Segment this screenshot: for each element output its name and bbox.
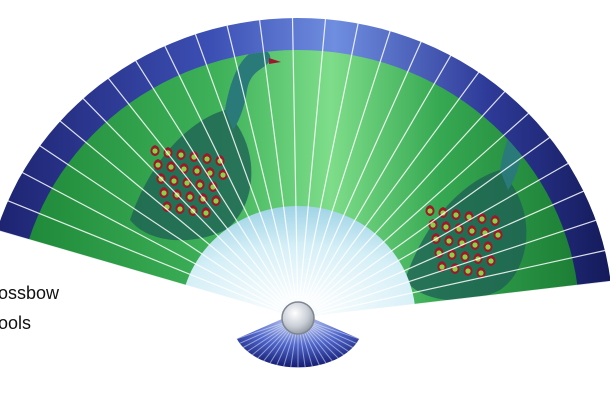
fan-rib [318, 280, 610, 317]
feather-eye-inner [427, 208, 433, 214]
feather-eye-inner [158, 176, 164, 182]
peacock-neck [225, 50, 271, 130]
feather-eye-inner [207, 170, 213, 176]
feather-eye-inner [220, 172, 226, 178]
fan-pivot [281, 301, 315, 335]
fan-rib [82, 98, 285, 304]
feather-eye-inner [466, 214, 472, 220]
feather-eye-inner [430, 222, 436, 228]
peacock-tail [130, 110, 252, 241]
fan-rib [316, 190, 584, 311]
fan-rib [317, 219, 596, 313]
feather-eye-inner [171, 178, 177, 184]
fan-rib [291, 17, 299, 299]
feather-eye-inner [204, 156, 210, 162]
feather-eye-inner [495, 232, 501, 238]
feather-eye-inner [456, 226, 462, 232]
fan-rib [307, 55, 452, 301]
feather-eye-inner [184, 180, 190, 186]
feather-eye-inner [478, 270, 484, 276]
fan-rib [315, 162, 569, 309]
feather-eye-inner [155, 162, 161, 168]
feather-eye-inner [161, 190, 167, 196]
peacock-figure [130, 50, 281, 241]
fan-rib [226, 25, 294, 299]
feather-eye-inner [152, 148, 158, 154]
feather-eye-inner [453, 212, 459, 218]
feather-eye-inner [492, 218, 498, 224]
caption-line-1: ossbow [0, 283, 60, 303]
feather-eye-inner [181, 166, 187, 172]
feather-eye-inner [485, 244, 491, 250]
fan-rib [299, 19, 327, 299]
fan-border [0, 18, 610, 286]
feather-eye-inner [213, 198, 219, 204]
fan-rib [305, 41, 422, 300]
fan-rib [314, 137, 550, 307]
fan-rib [194, 34, 292, 300]
peacock-beak [269, 58, 281, 64]
feather-eye-inner [469, 228, 475, 234]
fan-rib [164, 45, 290, 301]
feather-eye-inner [449, 252, 455, 258]
feather-eye-inner [168, 164, 174, 170]
feather-eye-inner [177, 206, 183, 212]
feather-eye-inner [194, 168, 200, 174]
fan-rib [7, 200, 279, 311]
feather-eye-inner [178, 152, 184, 158]
peacock-tail [405, 170, 527, 301]
feather-eye-inner [439, 264, 445, 270]
fan-rib [107, 78, 286, 303]
fan-rib [22, 172, 280, 309]
feather-eye-inner [446, 238, 452, 244]
fan-rib [311, 91, 506, 304]
fan-rib [301, 23, 359, 299]
fan-rib [318, 249, 606, 315]
fan-rib [309, 71, 480, 302]
fan-rib [0, 230, 279, 313]
fan-rib [303, 30, 391, 300]
feather-eye-inner [452, 266, 458, 272]
fan-rib [39, 145, 282, 307]
fan-rib [135, 60, 288, 302]
feather-eye-inner [472, 242, 478, 248]
feather-eye-inner [488, 258, 494, 264]
feather-eye-inner [443, 224, 449, 230]
feather-eye-inner [187, 194, 193, 200]
feather-eye-inner [479, 216, 485, 222]
fan-rib [259, 20, 296, 299]
peacock-beak [544, 118, 556, 124]
feather-eye-inner [462, 254, 468, 260]
fan-ribs [0, 17, 610, 317]
feather-eye-inner [203, 210, 209, 216]
feather-eye-inner [465, 268, 471, 274]
fan-rib [59, 120, 283, 306]
feather-eye-inner [197, 182, 203, 188]
fan-rib [313, 112, 529, 305]
caption-line-2: ools [0, 313, 32, 333]
